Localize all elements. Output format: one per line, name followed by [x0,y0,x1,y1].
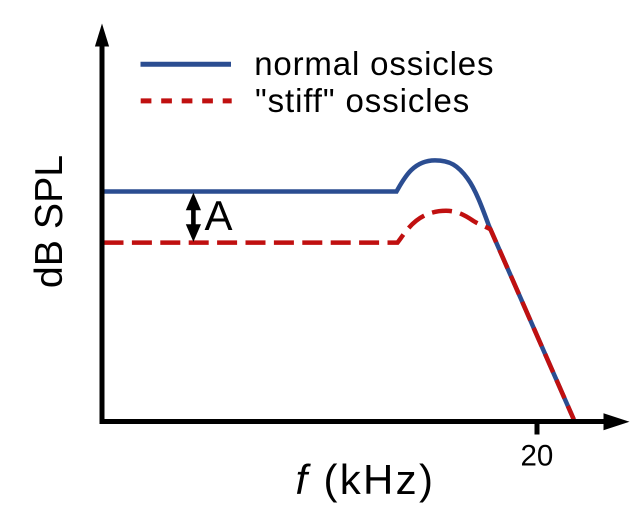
svg-text:A: A [204,192,232,239]
svg-text:dB SPL: dB SPL [27,155,71,288]
svg-text:normal ossicles: normal ossicles [254,45,494,82]
svg-text:f (kHz): f (kHz) [296,456,436,503]
svg-text:"stiff" ossicles: "stiff" ossicles [255,82,470,119]
svg-text:20: 20 [520,440,553,473]
